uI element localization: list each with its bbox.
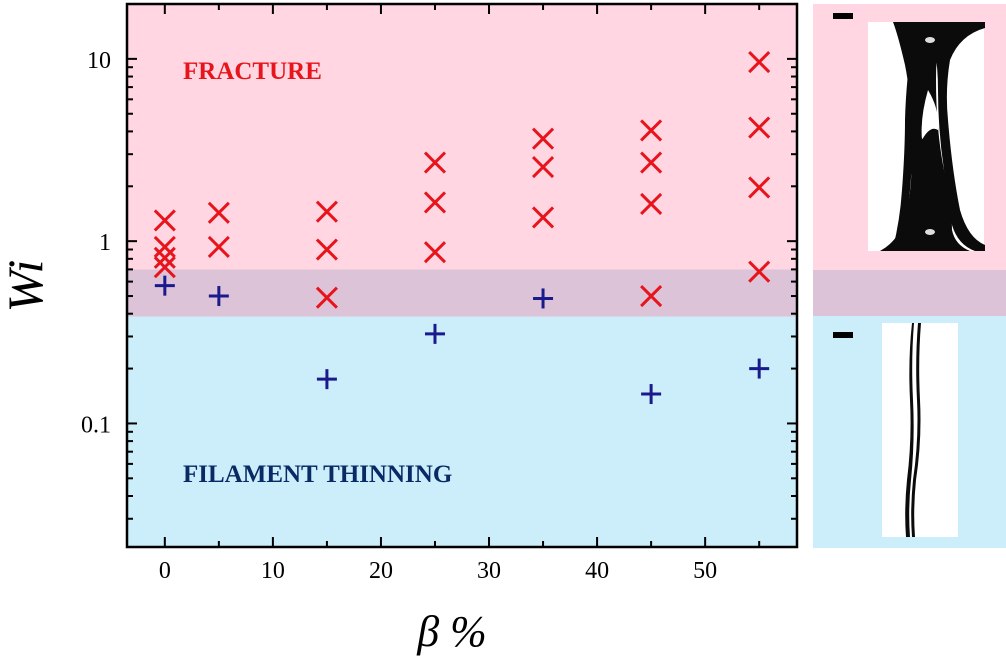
fracture-point xyxy=(315,238,338,261)
thinning-point xyxy=(533,288,554,309)
fracture-point xyxy=(640,119,663,142)
x-tick-label: 50 xyxy=(693,558,717,584)
y-tick-label: 0.1 xyxy=(81,412,111,438)
region-fracture xyxy=(127,4,797,270)
tick-labels: FRACTURE FILAMENT THINNING 0 10 20 30 40 50 0.1 1… xyxy=(81,48,717,584)
data-marks xyxy=(153,51,771,405)
fracture-point xyxy=(423,191,447,214)
fracture-point xyxy=(531,127,555,150)
x-tick-label: 20 xyxy=(369,558,393,584)
fracture-point xyxy=(640,284,663,308)
thinning-point xyxy=(316,369,337,390)
thinning-point xyxy=(154,275,175,296)
region-overlap xyxy=(127,269,797,317)
thinning-point xyxy=(208,286,229,307)
fracture-point xyxy=(423,241,447,264)
fracture-point xyxy=(531,155,555,179)
fracture-point xyxy=(531,206,555,229)
plot-frame xyxy=(125,2,799,549)
fracture-point xyxy=(153,246,176,269)
fracture-point xyxy=(640,192,663,216)
x-tick-label: 40 xyxy=(585,558,609,584)
fracture-point xyxy=(315,200,338,223)
scale-bar-bottom xyxy=(833,332,853,338)
y-axis-title: Wi xyxy=(0,260,53,313)
x-axis-title-text: β % xyxy=(416,607,487,656)
fracture-point xyxy=(640,151,663,174)
background-regions xyxy=(127,4,797,547)
region-label-filament-thinning: FILAMENT THINNING xyxy=(183,461,452,488)
fracture-point xyxy=(207,201,230,224)
fracture-point xyxy=(748,116,771,139)
inset-overlap-background xyxy=(813,270,1006,316)
x-tick-label: 30 xyxy=(477,558,501,584)
region-filament-thinning xyxy=(127,316,797,547)
fracture-point xyxy=(153,235,176,258)
fracture-point xyxy=(207,235,230,258)
thinning-image xyxy=(882,323,958,537)
fracture-point xyxy=(423,151,447,174)
fracture-point xyxy=(315,286,338,309)
inset-panels xyxy=(813,4,1006,548)
region-label-fracture: FRACTURE xyxy=(183,58,322,85)
fracture-point xyxy=(153,209,176,232)
fracture-image xyxy=(868,22,985,251)
fracture-point xyxy=(153,256,176,279)
thinning-point xyxy=(424,323,445,344)
fracture-point xyxy=(748,260,771,283)
x-axis-title: β % xyxy=(416,607,487,656)
fracture-point xyxy=(748,176,771,199)
x-tick-label: 10 xyxy=(261,558,285,584)
thinning-point xyxy=(641,384,662,405)
x-tick-label: 0 xyxy=(159,558,171,584)
fracture-point xyxy=(748,51,771,74)
scale-bar-top xyxy=(833,13,853,19)
thinning-point xyxy=(749,358,770,379)
y-tick-label: 1 xyxy=(99,230,111,256)
y-tick-label: 10 xyxy=(87,48,111,74)
